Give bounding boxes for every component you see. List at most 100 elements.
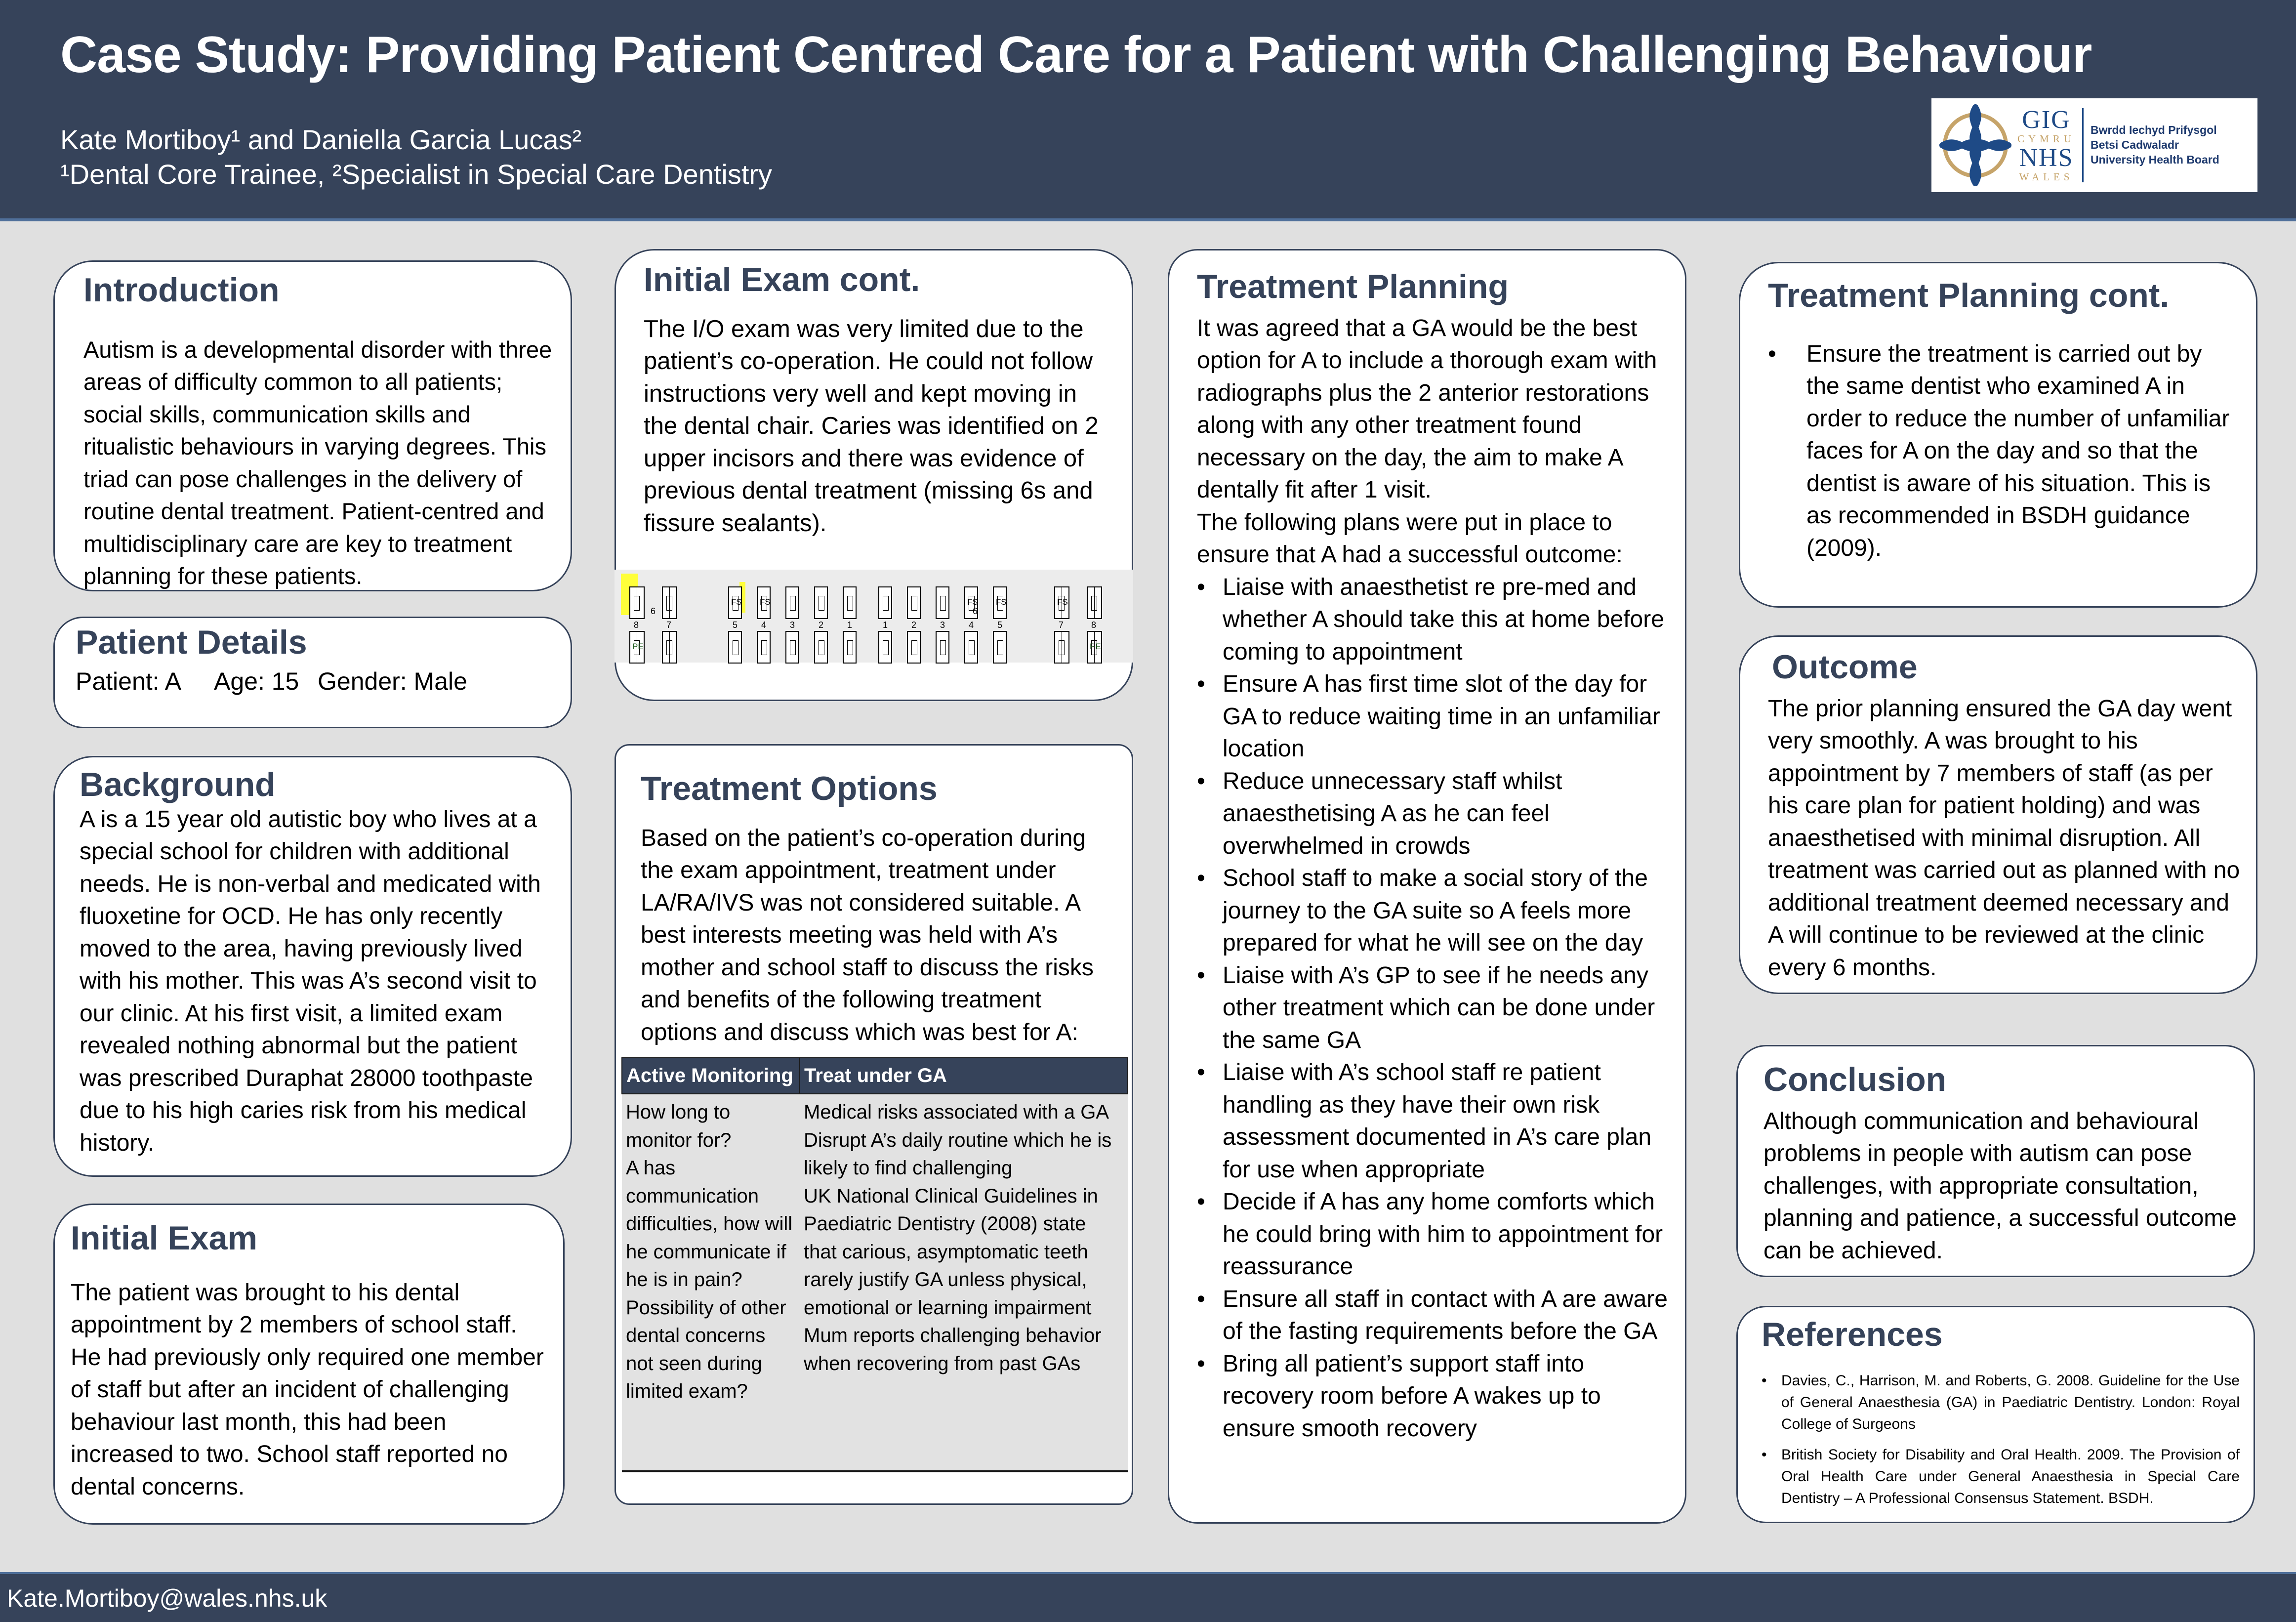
authors: Kate Mortiboy¹ and Daniella Garcia Lucas… [60,124,582,155]
tooth-ul3[interactable] [936,586,949,619]
logo-divider [2082,108,2084,182]
section-heading: Initial Exam [71,1219,257,1257]
tooth-ul5[interactable]: FS [993,586,1007,619]
tooth-lr1[interactable] [843,631,857,664]
tooth-ul4[interactable]: FS [964,586,978,619]
treatment-planning-cont-section: Treatment Planning cont. Ensure the trea… [1739,262,2257,608]
patient-gender: Gender: Male [318,667,467,695]
tooth-mark-label: PE [1090,642,1101,651]
section-lead: The following plans were put in place to… [1197,509,1623,568]
tooth-ur3[interactable] [785,586,799,619]
tooth-number: 2 [911,620,916,630]
treat-under-ga-cell: Medical risks associated with a GA Disru… [800,1094,1128,1472]
tooth-number: 2 [818,620,823,630]
tooth-lr2[interactable] [814,631,828,664]
section-body: The prior planning ensured the GA day we… [1768,695,2240,981]
list-item: Ensure the treatment is carried out by t… [1768,338,2241,565]
table-header-active-monitoring: Active Monitoring [621,1057,800,1094]
tooth-mark-label: FS [760,597,771,607]
patient-details-section: Patient Details Patient: A Age: 15 Gende… [53,617,572,728]
patient-id: Patient: A [76,667,182,695]
section-intro: It was agreed that a GA would be the bes… [1197,315,1657,503]
section-heading: Background [80,766,276,803]
section-body: A is a 15 year old autistic boy who live… [80,806,541,1156]
tooth-lr7[interactable] [662,631,677,664]
list-item: Decide if A has any home comforts which … [1197,1186,1670,1283]
section-heading: Patient Details [76,624,307,661]
treatment-planning-section: Treatment Planning It was agreed that a … [1168,249,1686,1524]
section-body: The I/O exam was very limited due to the… [644,315,1099,537]
outcome-section: Outcome The prior planning ensured the G… [1739,635,2257,994]
tooth-ll2[interactable] [907,631,921,664]
table-item: How long to monitor for? [626,1101,732,1151]
poster-title: Case Study: Providing Patient Centred Ca… [60,26,2092,83]
initial-exam-section: Initial Exam The patient was brought to … [53,1204,565,1525]
gig-nhs-wordmark: GIG CYMRU NHS WALES [2017,106,2076,183]
tooth-ll4[interactable] [964,631,978,664]
tooth-ur4[interactable]: FS [757,586,771,619]
poster-footer: Kate.Mortiboy@wales.nhs.uk [0,1572,2296,1622]
tooth-number: 8 [1091,620,1096,630]
tooth-mark-label: FS [967,597,978,607]
list-item: Liaise with A’s GP to see if he needs an… [1197,959,1670,1057]
section-heading: Introduction [83,271,280,309]
patient-details-row: Patient: A Age: 15 Gender: Male [76,667,556,696]
tooth-ul7[interactable]: FS [1054,586,1069,619]
tooth-number: 5 [732,620,738,630]
tooth-ur5[interactable]: FS [728,586,742,619]
plan-list: Liaise with anaesthetist re pre-med and … [1197,571,1670,1445]
tooth-ur2[interactable] [814,586,828,619]
tooth-ul8[interactable] [1087,586,1102,619]
poster-header: Case Study: Providing Patient Centred Ca… [0,0,2296,221]
list-item: Liaise with anaesthetist re pre-med and … [1197,571,1670,668]
tooth-ll7[interactable] [1054,631,1069,664]
reference-item: Davies, C., Harrison, M. and Roberts, G.… [1762,1370,2240,1435]
introduction-section: Introduction Autism is a developmental d… [53,260,572,591]
tooth-ul2[interactable] [907,586,921,619]
tooth-number: 3 [789,620,795,630]
tooth-ur8[interactable] [629,586,645,619]
section-heading: Treatment Planning [1197,268,1509,305]
health-board-name: Bwrdd Iechyd Prifysgol Betsi Cadwaladr U… [2091,124,2219,166]
section-body: Autism is a developmental disorder with … [83,336,552,589]
list-item: Ensure A has first time slot of the day … [1197,668,1670,765]
celtic-knot-icon [1939,104,2011,186]
plan-cont-list: Ensure the treatment is carried out by t… [1768,338,2241,565]
tooth-lr4[interactable] [757,631,771,664]
tooth-lr3[interactable] [785,631,799,664]
tooth-ll3[interactable] [936,631,949,664]
missing-tooth-number: 6 [650,606,656,616]
section-heading: References [1762,1316,1943,1353]
missing-tooth-number: 6 [972,606,978,616]
list-item: Ensure all staff in contact with A are a… [1197,1283,1670,1348]
tooth-ll8[interactable]: PE [1087,631,1102,664]
table-item: UK National Clinical Guidelines in Paedi… [804,1185,1098,1319]
tooth-lr5[interactable] [728,631,742,664]
reference-list: Davies, C., Harrison, M. and Roberts, G.… [1762,1370,2240,1509]
tooth-number: 7 [1058,620,1064,630]
table-item: A has communication difficulties, how wi… [626,1157,793,1290]
background-section: Background A is a 15 year old autistic b… [53,756,572,1177]
conclusion-section: Conclusion Although communication and be… [1736,1045,2255,1277]
section-body: Based on the patient’s co-operation duri… [641,825,1094,1045]
tooth-ul1[interactable] [878,586,892,619]
tooth-mark-label: FS [996,597,1007,607]
table-item: Mum reports challenging behavior when re… [804,1325,1102,1374]
reference-item: British Society for Disability and Oral … [1762,1444,2240,1509]
tooth-number: 7 [666,620,671,630]
table-item: Disrupt A’s daily routine which he is li… [804,1129,1112,1179]
tooth-lr8[interactable]: PE [629,631,645,664]
tooth-mark-label: FS [1057,597,1068,607]
tooth-ur1[interactable] [843,586,857,619]
contact-email[interactable]: Kate.Mortiboy@wales.nhs.uk [7,1584,328,1612]
affiliations: ¹Dental Core Trainee, ²Specialist in Spe… [60,159,773,190]
tooth-ll1[interactable] [878,631,892,664]
tooth-mark-label: FS [731,597,742,607]
table-item: Medical risks associated with a GA [804,1101,1109,1123]
section-heading: Treatment Options [641,770,938,807]
active-monitoring-cell: How long to monitor for? A has communica… [622,1094,800,1472]
patient-age: Age: 15 [214,667,299,695]
tooth-ll5[interactable] [993,631,1007,664]
tooth-ur7[interactable] [662,586,677,619]
list-item: Reduce unnecessary staff whilst anaesthe… [1197,765,1670,863]
